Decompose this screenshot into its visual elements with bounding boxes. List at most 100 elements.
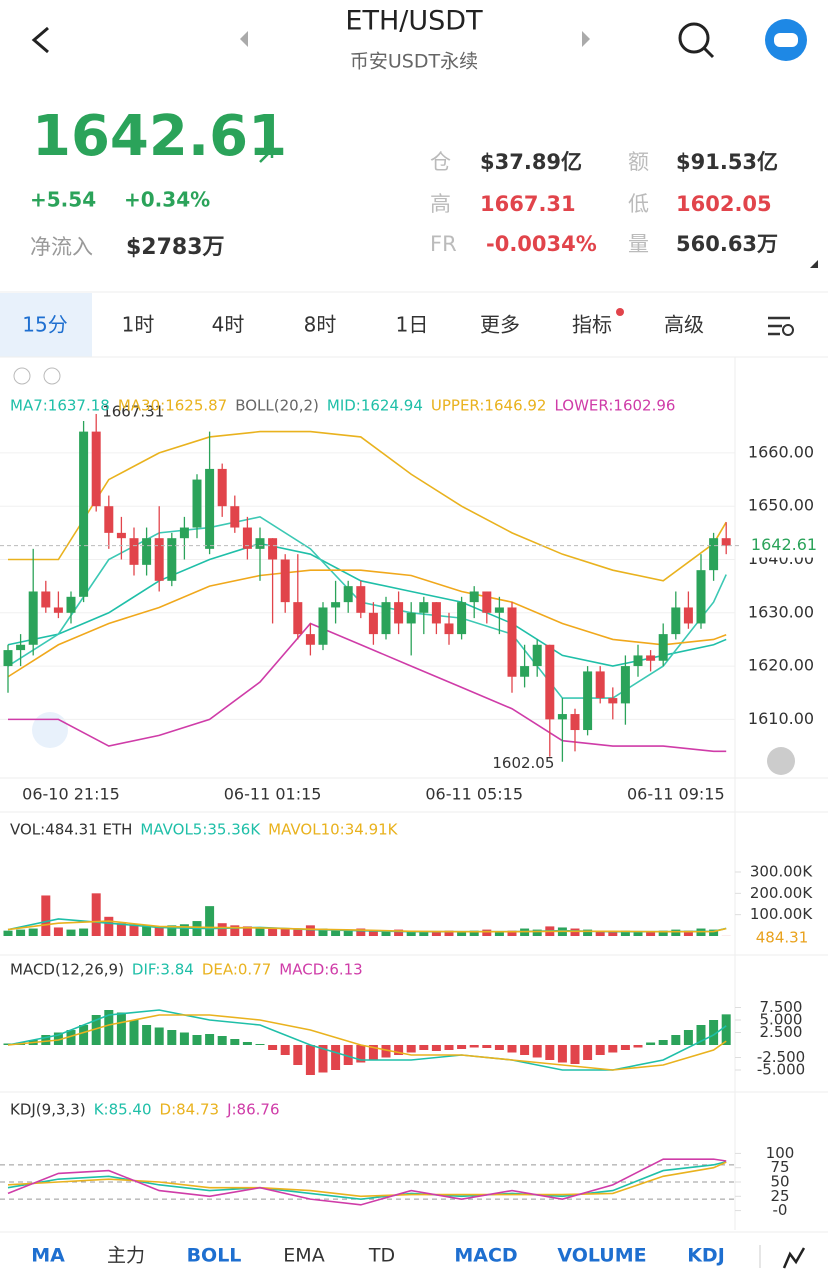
indicator-tab[interactable]: MACD [454, 1245, 517, 1267]
indicator-tab[interactable]: EMA [283, 1245, 324, 1267]
macd-bar [79, 1025, 88, 1045]
interval-tab[interactable]: 高级 [664, 313, 704, 337]
volume-bar [92, 893, 101, 936]
macd-bar [596, 1045, 605, 1055]
interval-tab[interactable]: 4时 [212, 313, 245, 337]
candle-body [4, 650, 13, 666]
indicator-line [8, 623, 726, 751]
candle-body [268, 538, 277, 559]
candle-body [419, 602, 428, 613]
candle-body [646, 655, 655, 660]
volume-bar [16, 930, 25, 936]
search-icon[interactable] [680, 24, 708, 52]
candle-body [533, 645, 542, 666]
y-tick-label: 200.00K [750, 884, 813, 902]
candle-body [671, 607, 680, 634]
volume-bar [293, 930, 302, 936]
interval-tab[interactable]: 1时 [122, 313, 155, 337]
indicator-tab[interactable]: 主力 [107, 1245, 145, 1267]
candle-body [558, 714, 567, 719]
candle-body [92, 432, 101, 507]
macd-bar [130, 1020, 139, 1045]
volume-bar [67, 930, 76, 936]
candle-body [621, 666, 630, 703]
low-annotation: 1602.05 [492, 754, 554, 772]
legend-text: D:84.73 [160, 1101, 220, 1119]
change: +5.54 [30, 188, 96, 212]
legend-text: KDJ(9,3,3) [10, 1101, 86, 1119]
interval-tab[interactable]: 更多 [480, 313, 520, 337]
interval-tab[interactable]: 15分 [22, 313, 67, 337]
candle-body [79, 432, 88, 597]
stat-value: $91.53亿 [676, 150, 778, 174]
macd-bar [180, 1033, 189, 1046]
expand-icon[interactable] [810, 260, 818, 268]
inflow-label: 净流入 [30, 235, 93, 259]
volume-bar [571, 929, 580, 936]
settings-icon [783, 325, 793, 335]
volume-bar [104, 917, 113, 936]
indicator-tab[interactable]: MA [31, 1245, 65, 1267]
next-icon[interactable] [582, 31, 590, 47]
macd-bar [205, 1034, 214, 1045]
candle-body [29, 591, 38, 644]
back-icon[interactable] [34, 28, 48, 52]
candle-body [130, 538, 139, 565]
y-tick-label: 100 [766, 1144, 795, 1162]
candle-body [432, 602, 441, 623]
macd-bar [193, 1035, 202, 1045]
indicator-tab[interactable]: KDJ [687, 1245, 725, 1267]
candle-body [470, 591, 479, 602]
y-tick-label: 7.500 [760, 998, 803, 1016]
stat-label: 量 [628, 232, 649, 256]
candle-body [382, 602, 391, 634]
macd-bar [218, 1036, 227, 1045]
candle-body [205, 469, 214, 549]
search-icon [704, 48, 713, 57]
draw-icon[interactable] [784, 1248, 804, 1268]
reset-icon[interactable] [767, 747, 795, 775]
candle-body [445, 623, 454, 634]
macd-bar [419, 1045, 428, 1050]
gear-icon[interactable] [44, 368, 60, 384]
interval-tab[interactable]: 1日 [396, 313, 429, 337]
y-tick-label: 100.00K [750, 905, 813, 923]
candle-body [142, 538, 151, 565]
candle-body [482, 591, 491, 612]
macd-bar [634, 1045, 643, 1048]
stat-value: 560.63万 [676, 232, 778, 256]
legend-text: MA30:1625.87 [118, 397, 227, 415]
macd-bar [256, 1044, 265, 1045]
volume-bar [4, 931, 13, 936]
macd-bar [243, 1042, 252, 1045]
indicator-tab[interactable]: BOLL [187, 1245, 242, 1267]
legend-text: DEA:0.77 [202, 961, 271, 979]
macd-bar [155, 1028, 164, 1046]
collapse-icon[interactable] [14, 368, 30, 384]
x-tick-label: 06-11 01:15 [224, 785, 322, 804]
legend-text: MAVOL10:34.91K [268, 821, 398, 839]
y-tick-label: 1650.00 [748, 496, 814, 515]
prev-icon[interactable] [240, 31, 248, 47]
legend-text: UPPER:1646.92 [431, 397, 547, 415]
macd-bar [432, 1045, 441, 1051]
stat-label: FR [430, 232, 457, 256]
macd-bar [117, 1013, 126, 1046]
volume-bar [205, 906, 214, 936]
interval-tab[interactable]: 指标 [572, 313, 612, 337]
candle-body [495, 607, 504, 612]
stat-label: 高 [430, 192, 451, 216]
candle-body [457, 602, 466, 634]
indicator-tab[interactable]: VOLUME [557, 1245, 646, 1267]
indicator-tab[interactable]: TD [368, 1245, 395, 1267]
candle-body [331, 602, 340, 607]
candle-body [344, 586, 353, 602]
legend-text: MAVOL5:35.36K [140, 821, 261, 839]
interval-tab[interactable]: 8时 [304, 313, 337, 337]
candle-body [54, 607, 63, 612]
fullscreen-icon[interactable] [32, 712, 68, 748]
volume-bar [54, 927, 63, 936]
legend-text: LOWER:1602.96 [554, 397, 675, 415]
candle-body [230, 506, 239, 527]
